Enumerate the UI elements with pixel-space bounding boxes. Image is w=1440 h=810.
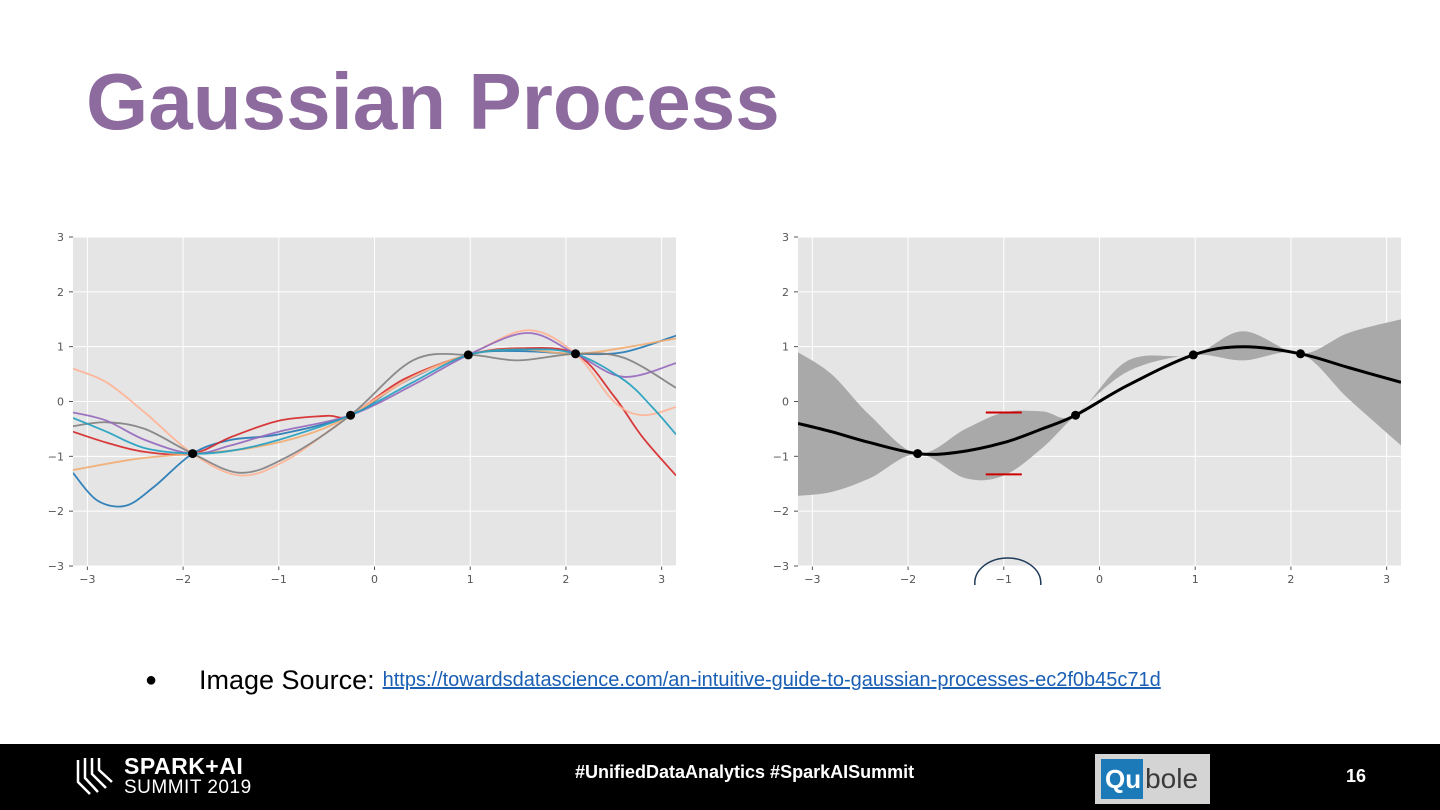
mean-line [798,345,1401,456]
sample-line-4 [73,329,676,477]
image-source-link[interactable]: https://towardsdatascience.com/an-intuit… [382,668,1161,691]
observation-point [1188,350,1198,360]
y-tick-label: 1 [57,341,64,354]
y-tick-label: −3 [48,560,64,573]
x-tick-label: 1 [1192,573,1199,585]
slide-title: Gaussian Process [86,57,780,146]
y-tick-label: 1 [782,341,789,354]
footer-hashtags: #UnifiedDataAnalytics #SparkAISummit [575,762,915,782]
observation-point [463,350,473,360]
x-tick-label: −3 [79,573,95,585]
x-tick-label: −2 [175,573,191,585]
chart-gp-posterior: −3 −2 −1 0 1 2 3 −3 −2 −1 0 1 2 3 [773,231,1401,585]
image-source-bullet: ● Image Source: https://towardsdatascien… [145,660,1161,700]
observation-point [188,449,198,459]
tick-highlight-circle [974,557,1042,585]
qubole-logo: Qu bole [1095,754,1210,804]
sample-line-7 [73,348,676,455]
y-tick-label: 0 [57,396,64,409]
page-number: 16 [1346,766,1367,786]
x-tick-label: 0 [1096,573,1103,585]
y-tick-label: 3 [57,231,64,244]
y-tick-label: −2 [773,505,789,518]
observation-point [913,449,923,459]
y-tick-label: 2 [782,286,789,299]
qubole-logo-bole: bole [1145,763,1199,794]
brand-line-2: SUMMIT 2019 [124,777,252,798]
plot-content [798,319,1401,496]
spark-ai-summit-logo: SPARK+AI SUMMIT 2019 [72,754,252,800]
x-tick-label: −3 [804,573,820,585]
confidence-band [798,319,1401,496]
x-tick-label: 2 [562,573,569,585]
y-tick-label: −1 [773,450,789,463]
y-tick-label: 0 [782,396,789,409]
y-tick-label: −3 [773,560,789,573]
x-tick-label: 2 [1287,573,1294,585]
y-tick-label: 2 [57,286,64,299]
plot-content [73,329,676,508]
image-source-label: Image Source: [199,664,375,695]
spark-logo-icon [76,758,113,795]
x-tick-label: −1 [271,573,287,585]
footer-bar: SPARK+AI SUMMIT 2019 #UnifiedDataAnalyti… [0,744,1440,810]
x-tick-label: −1 [996,573,1012,585]
y-tick-label: 3 [782,231,789,244]
observation-point [571,349,580,359]
y-tick-label: −1 [48,450,64,463]
y-tick-label: −2 [48,505,64,518]
x-tick-label: 3 [658,573,665,585]
x-tick-label: 0 [371,573,378,585]
observation-point [1071,410,1081,420]
observation-point [346,410,356,420]
qubole-logo-qu: Qu [1101,759,1144,799]
bullet-icon: ● [145,668,158,691]
x-tick-label: −2 [900,573,916,585]
x-tick-label: 3 [1383,573,1390,585]
observation-point [1296,349,1305,359]
chart-gp-prior-samples: −3 −2 −1 0 1 2 3 −3 −2 −1 0 1 2 3 [48,231,676,585]
x-tick-label: 1 [467,573,474,585]
brand-line-1: SPARK+AI [124,753,244,779]
